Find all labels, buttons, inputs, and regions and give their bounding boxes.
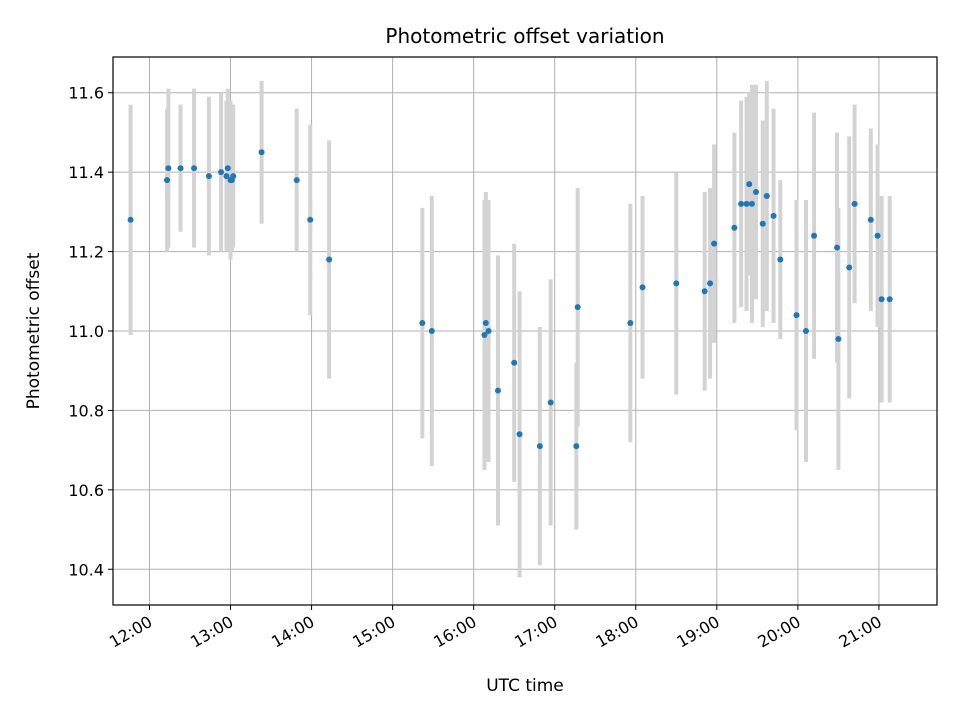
- data-point: [419, 320, 426, 327]
- data-point: [793, 312, 800, 319]
- data-point: [428, 328, 435, 334]
- data-point: [777, 256, 784, 263]
- y-tick-label: 11.4: [68, 163, 104, 182]
- data-point: [743, 200, 750, 207]
- data-point: [326, 256, 333, 263]
- data-point: [205, 173, 212, 180]
- data-point: [846, 264, 853, 271]
- data-point: [851, 200, 858, 207]
- data-point: [494, 387, 501, 394]
- data-point: [218, 169, 225, 176]
- data-point: [574, 304, 581, 311]
- data-point: [834, 244, 841, 251]
- data-point: [516, 431, 523, 438]
- data-point: [748, 200, 755, 207]
- data-point: [482, 320, 489, 327]
- data-point: [763, 192, 770, 199]
- chart-title: Photometric offset variation: [385, 24, 664, 48]
- data-point: [127, 216, 134, 223]
- data-point: [878, 296, 885, 303]
- data-point: [258, 149, 265, 156]
- data-point: [811, 232, 818, 239]
- data-point: [177, 165, 184, 172]
- data-point: [770, 212, 777, 219]
- data-point: [835, 335, 842, 342]
- data-point: [627, 320, 634, 327]
- data-point: [731, 224, 738, 231]
- y-tick-label: 10.8: [68, 401, 104, 420]
- y-tick-label: 11.0: [68, 322, 104, 341]
- grid-layer: [113, 57, 937, 605]
- data-point: [886, 296, 893, 303]
- point-layer: [127, 149, 893, 450]
- y-tick-label: 11.2: [68, 243, 104, 262]
- data-point: [867, 216, 874, 223]
- data-point: [711, 240, 718, 247]
- data-point: [707, 280, 714, 287]
- data-point: [485, 328, 492, 334]
- data-point: [536, 443, 543, 450]
- data-point: [752, 189, 759, 196]
- data-point: [164, 177, 171, 184]
- data-point: [573, 443, 580, 450]
- data-point: [481, 331, 488, 338]
- data-point: [307, 216, 314, 223]
- data-point: [701, 288, 708, 295]
- data-point: [673, 280, 680, 287]
- x-axis-label: UTC time: [486, 676, 564, 696]
- data-point: [547, 399, 554, 406]
- data-point: [802, 328, 809, 334]
- data-point: [230, 173, 237, 180]
- data-point: [738, 200, 745, 207]
- y-tick-label: 10.4: [68, 560, 104, 579]
- data-point: [746, 181, 753, 188]
- y-tick-label: 11.6: [68, 84, 104, 103]
- data-point: [639, 284, 646, 291]
- data-point: [165, 165, 172, 172]
- data-point: [293, 177, 300, 184]
- data-point: [511, 359, 518, 366]
- y-axis-label: Photometric offset: [24, 252, 44, 409]
- data-point: [224, 165, 231, 172]
- data-point: [759, 220, 766, 227]
- y-tick-label: 10.6: [68, 481, 104, 500]
- data-point: [223, 173, 230, 180]
- data-point: [874, 232, 881, 239]
- data-point: [191, 165, 198, 172]
